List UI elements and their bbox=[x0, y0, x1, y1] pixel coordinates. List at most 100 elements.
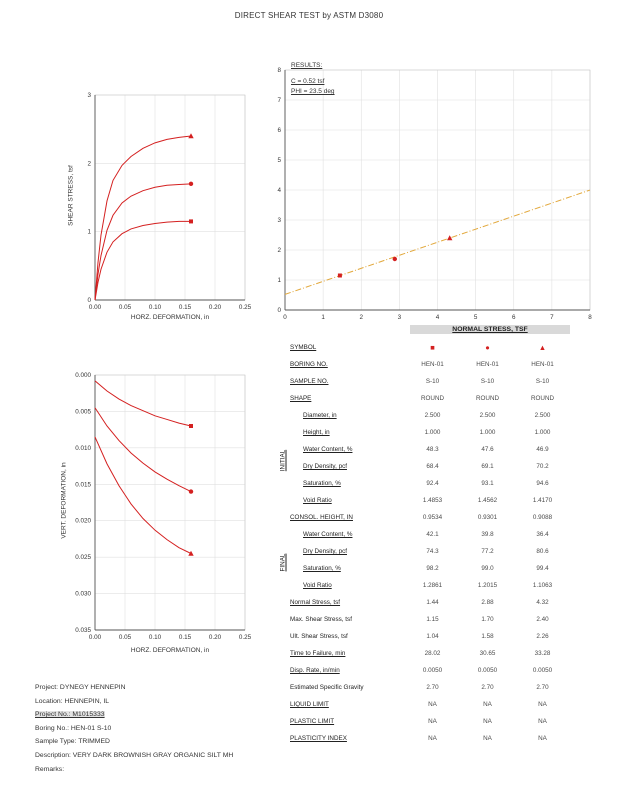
cell-value: 2.500 bbox=[479, 412, 496, 419]
cell-value: NA bbox=[538, 735, 547, 742]
description-line: Description: VERY DARK BROWNISH GRAY ORG… bbox=[35, 751, 234, 759]
vert-deformation-axis-label: VERT. DEFORMATION, in bbox=[60, 462, 68, 539]
cell-value: NA bbox=[538, 701, 547, 708]
table-row: LIQUID LIMIT NA NA NA bbox=[290, 701, 575, 718]
svg-text:0.010: 0.010 bbox=[75, 445, 91, 452]
row-label: SHAPE bbox=[290, 395, 312, 402]
cell-value: NA bbox=[483, 701, 492, 708]
circle-marker: ● bbox=[485, 343, 490, 352]
row-label: Height, in bbox=[303, 429, 330, 436]
cell-value: 94.6 bbox=[536, 480, 549, 487]
cell-value: 1.15 bbox=[426, 616, 439, 623]
cell-value: 36.4 bbox=[536, 531, 549, 538]
svg-text:0.025: 0.025 bbox=[75, 554, 91, 561]
svg-text:0: 0 bbox=[277, 307, 281, 314]
svg-text:0.10: 0.10 bbox=[149, 304, 162, 311]
svg-text:2: 2 bbox=[359, 314, 363, 321]
cell-value: HEN-01 bbox=[476, 361, 499, 368]
cell-value: 4.32 bbox=[536, 599, 549, 606]
cell-value: 46.9 bbox=[536, 446, 549, 453]
friction-angle-value: PHI = 23.5 deg bbox=[291, 88, 335, 96]
row-label: Disp. Rate, in/min bbox=[290, 667, 340, 674]
svg-text:0.020: 0.020 bbox=[75, 518, 91, 525]
svg-text:0.25: 0.25 bbox=[239, 634, 252, 641]
cell-value: ROUND bbox=[420, 395, 445, 402]
cell-value: 2.26 bbox=[536, 633, 549, 640]
remarks-line: Remarks: bbox=[35, 765, 65, 773]
cell-value: NA bbox=[428, 735, 437, 742]
cell-value: 92.4 bbox=[426, 480, 439, 487]
cell-value: 1.2015 bbox=[477, 582, 498, 589]
svg-text:0.030: 0.030 bbox=[75, 591, 91, 598]
table-row: Disp. Rate, in/min 0.0050 0.0050 0.0050 bbox=[290, 667, 575, 684]
cell-value: 1.1063 bbox=[532, 582, 553, 589]
square-marker: ■ bbox=[430, 343, 435, 352]
normal-stress-table-header: NORMAL STRESS, TSF bbox=[410, 325, 570, 334]
cell-value: 1.4562 bbox=[477, 497, 498, 504]
table-row: PLASTIC LIMIT NA NA NA bbox=[290, 718, 575, 735]
table-row: Time to Failure, min 28.02 30.65 33.28 bbox=[290, 650, 575, 667]
row-label: Dry Density, pcf bbox=[303, 548, 347, 555]
row-label: Dry Density, pcf bbox=[303, 463, 347, 470]
cell-value: 1.000 bbox=[479, 429, 496, 436]
location-line: Location: HENNEPIN, IL bbox=[35, 697, 110, 705]
cell-value: 33.28 bbox=[534, 650, 551, 657]
failure-envelope-chart: 0 1 2 3 4 5 6 7 8 0 1 2 3 4 5 6 7 8 bbox=[277, 67, 592, 321]
row-label: PLASTICITY INDEX bbox=[290, 735, 347, 742]
table-row: PLASTICITY INDEX NA NA NA bbox=[290, 735, 575, 752]
row-label: CONSOL. HEIGHT, IN bbox=[290, 514, 353, 521]
table-row: Void Ratio 1.4853 1.4562 1.4170 bbox=[290, 497, 575, 514]
final-group-label: FINAL bbox=[279, 553, 287, 572]
cell-value: 1.44 bbox=[426, 599, 439, 606]
row-label: LIQUID LIMIT bbox=[290, 701, 329, 708]
cell-value: 98.2 bbox=[426, 565, 439, 572]
cell-value: 69.1 bbox=[481, 463, 494, 470]
row-label: Time to Failure, min bbox=[290, 650, 346, 657]
svg-text:3: 3 bbox=[277, 217, 281, 224]
svg-text:4: 4 bbox=[436, 314, 440, 321]
table-row: SYMBOL ■ ● ▲ bbox=[290, 344, 575, 361]
table-row: Water Content, % 48.3 47.6 46.9 bbox=[290, 446, 575, 463]
table-row: Water Content, % 42.1 39.8 36.4 bbox=[290, 531, 575, 548]
svg-text:0.005: 0.005 bbox=[75, 408, 91, 415]
table-row: Ult. Shear Stress, tsf 1.04 1.58 2.26 bbox=[290, 633, 575, 650]
cell-value: 1.000 bbox=[424, 429, 441, 436]
svg-text:8: 8 bbox=[588, 314, 592, 321]
svg-text:7: 7 bbox=[550, 314, 554, 321]
svg-text:0.20: 0.20 bbox=[209, 634, 222, 641]
row-label: Water Content, % bbox=[303, 531, 353, 538]
cohesion-value: C = 0.52 tsf bbox=[291, 78, 325, 86]
svg-text:0.00: 0.00 bbox=[89, 634, 102, 641]
shear-stress-axis-label: SHEAR STRESS, tsf bbox=[67, 165, 75, 226]
row-label: Diameter, in bbox=[303, 412, 337, 419]
cell-value: HEN-01 bbox=[421, 361, 444, 368]
initial-group-label: INITIAL bbox=[279, 449, 287, 472]
project-line: Project: DYNEGY HENNEPIN bbox=[35, 684, 126, 691]
svg-text:6: 6 bbox=[277, 127, 281, 134]
cell-value: 2.70 bbox=[426, 684, 439, 691]
svg-text:2: 2 bbox=[87, 160, 91, 167]
svg-text:0.10: 0.10 bbox=[149, 634, 162, 641]
horz-deformation-axis-label: HORZ. DEFORMATION, in bbox=[130, 314, 210, 321]
svg-text:0.05: 0.05 bbox=[119, 304, 132, 311]
cell-value: 0.9301 bbox=[477, 514, 498, 521]
svg-text:4: 4 bbox=[277, 187, 281, 194]
project-number-line: Project No.: M1015333 bbox=[35, 711, 105, 718]
svg-text:0.000: 0.000 bbox=[75, 372, 91, 379]
row-label: SAMPLE NO. bbox=[290, 378, 329, 385]
row-label: SYMBOL bbox=[290, 344, 317, 351]
row-label: Normal Stress, tsf bbox=[290, 599, 341, 606]
cell-value: 47.6 bbox=[481, 446, 494, 453]
cell-value: S-10 bbox=[425, 378, 440, 385]
cell-value: 0.0050 bbox=[422, 667, 443, 674]
cell-value: 1.000 bbox=[534, 429, 551, 436]
cell-value: 2.40 bbox=[536, 616, 549, 623]
cell-value: 99.4 bbox=[536, 565, 549, 572]
svg-text:0: 0 bbox=[87, 297, 91, 304]
table-row: Diameter, in 2.500 2.500 2.500 bbox=[290, 412, 575, 429]
table-row: Estimated Specific Gravity 2.70 2.70 2.70 bbox=[290, 684, 575, 701]
svg-text:0.15: 0.15 bbox=[179, 304, 192, 311]
cell-value: 1.70 bbox=[481, 616, 494, 623]
cell-value: NA bbox=[538, 718, 547, 725]
row-label: Void Ratio bbox=[303, 497, 332, 504]
